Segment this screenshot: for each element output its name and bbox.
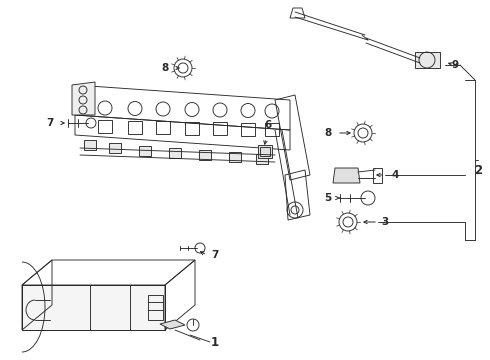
Text: 8: 8 <box>324 128 332 138</box>
Text: 7: 7 <box>47 118 54 128</box>
Text: 5: 5 <box>324 193 332 203</box>
Text: 7: 7 <box>211 250 219 260</box>
Polygon shape <box>258 145 272 158</box>
Polygon shape <box>199 150 211 160</box>
Text: 4: 4 <box>392 170 399 180</box>
Text: 1: 1 <box>211 336 219 348</box>
Polygon shape <box>229 152 241 162</box>
Polygon shape <box>256 154 268 164</box>
Polygon shape <box>109 143 121 153</box>
Text: 6: 6 <box>265 120 271 130</box>
Polygon shape <box>160 320 185 329</box>
Text: 2: 2 <box>474 163 482 176</box>
Text: 8: 8 <box>161 63 169 73</box>
Polygon shape <box>415 52 440 68</box>
Polygon shape <box>333 168 360 183</box>
Polygon shape <box>169 148 181 158</box>
Text: 3: 3 <box>381 217 389 227</box>
Polygon shape <box>72 82 95 115</box>
Polygon shape <box>84 140 96 150</box>
Polygon shape <box>22 285 165 330</box>
Text: 9: 9 <box>451 60 459 70</box>
Polygon shape <box>139 146 151 156</box>
